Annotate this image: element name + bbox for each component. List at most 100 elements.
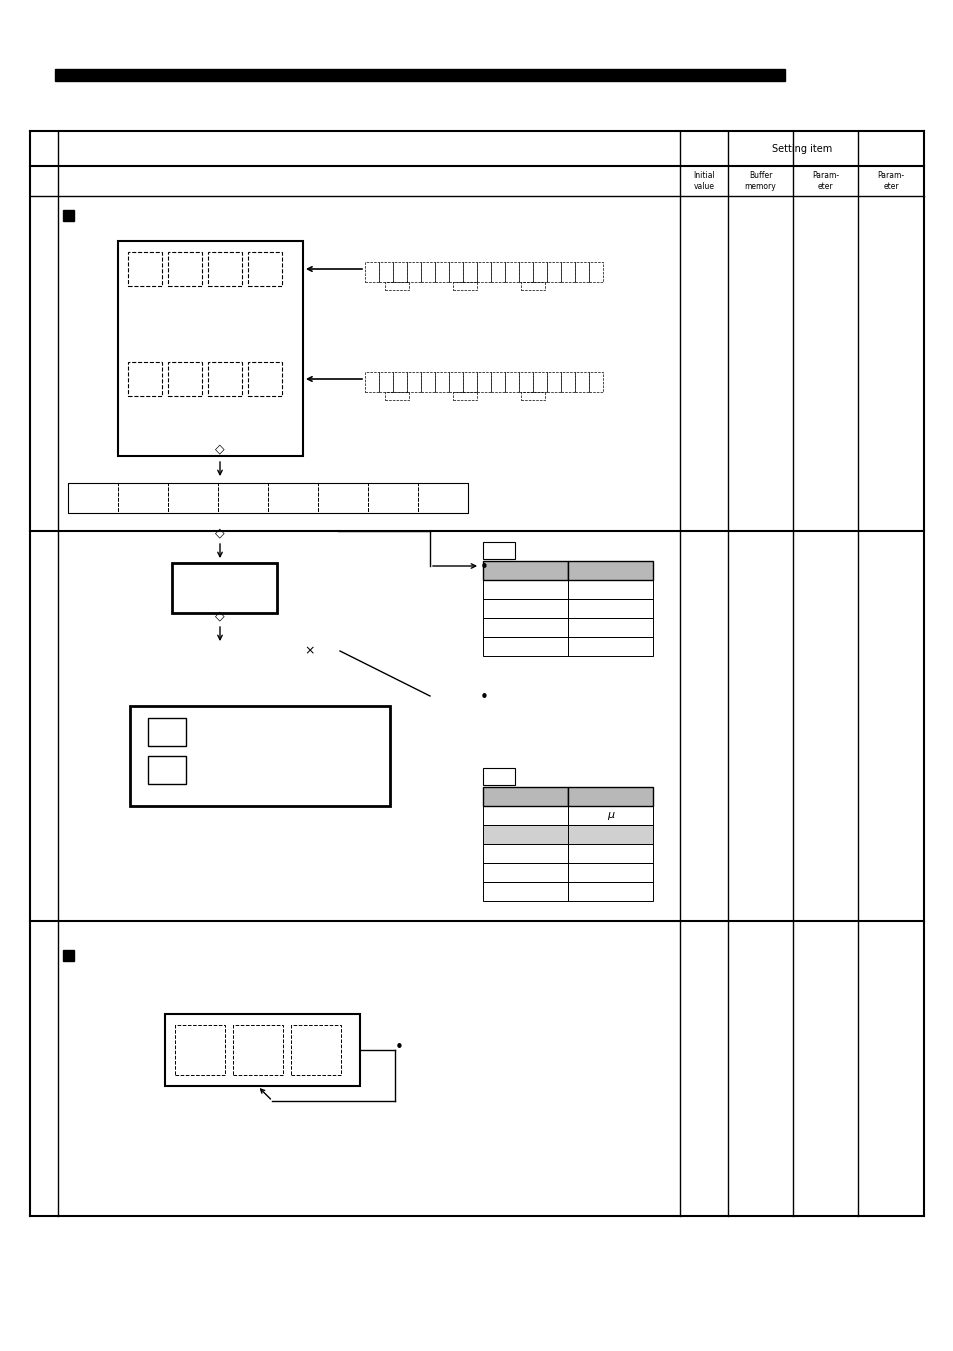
Bar xyxy=(407,262,420,282)
Text: Setting item: Setting item xyxy=(771,143,831,154)
Bar xyxy=(567,788,652,807)
Bar xyxy=(317,484,368,513)
Bar xyxy=(520,282,544,290)
Text: •: • xyxy=(395,1040,403,1055)
Text: Initial
value: Initial value xyxy=(693,172,714,190)
Bar xyxy=(482,788,567,807)
Bar xyxy=(491,372,504,392)
Bar xyxy=(68,484,118,513)
Bar xyxy=(476,372,491,392)
Bar xyxy=(55,69,784,81)
Bar xyxy=(68,484,468,513)
Bar xyxy=(520,392,544,400)
Bar xyxy=(567,882,652,901)
Bar xyxy=(453,392,476,400)
Bar xyxy=(407,372,420,392)
Bar xyxy=(233,1025,283,1075)
Bar xyxy=(588,262,602,282)
Bar xyxy=(63,950,74,961)
Bar xyxy=(218,484,268,513)
Bar xyxy=(575,262,588,282)
Bar xyxy=(128,362,162,396)
Bar xyxy=(291,1025,340,1075)
Bar xyxy=(385,392,409,400)
Bar xyxy=(567,825,652,844)
Bar xyxy=(128,253,162,286)
Text: ◇: ◇ xyxy=(215,527,225,539)
Bar xyxy=(168,484,218,513)
Bar xyxy=(482,561,567,580)
Bar xyxy=(368,484,417,513)
Bar xyxy=(165,1015,359,1086)
Bar xyxy=(248,362,282,396)
Bar xyxy=(385,282,409,290)
Bar xyxy=(393,372,407,392)
Bar xyxy=(533,262,546,282)
Text: ◇: ◇ xyxy=(215,609,225,623)
Bar xyxy=(518,262,533,282)
Bar xyxy=(378,262,393,282)
Bar xyxy=(482,767,515,785)
Bar xyxy=(482,825,567,844)
Bar xyxy=(567,580,652,598)
Bar xyxy=(168,362,202,396)
Bar xyxy=(208,253,242,286)
Text: ×: × xyxy=(304,644,314,658)
Bar xyxy=(533,372,546,392)
Text: Param-
eter: Param- eter xyxy=(877,172,903,190)
Bar xyxy=(449,372,462,392)
Bar xyxy=(560,372,575,392)
Bar xyxy=(575,372,588,392)
Bar xyxy=(462,262,476,282)
Bar xyxy=(118,484,168,513)
Bar xyxy=(148,717,186,746)
Bar xyxy=(482,882,567,901)
Bar xyxy=(420,262,435,282)
Bar xyxy=(482,617,567,638)
Bar xyxy=(168,253,202,286)
Bar xyxy=(518,372,533,392)
Bar xyxy=(462,372,476,392)
Text: •: • xyxy=(479,690,488,705)
Bar xyxy=(130,707,390,807)
Bar xyxy=(504,262,518,282)
Bar xyxy=(567,638,652,657)
Bar xyxy=(560,262,575,282)
Bar xyxy=(449,262,462,282)
Bar xyxy=(393,262,407,282)
Bar xyxy=(208,362,242,396)
Bar xyxy=(567,561,652,580)
Bar xyxy=(378,372,393,392)
Bar xyxy=(63,209,74,222)
Bar xyxy=(174,1025,225,1075)
Bar xyxy=(482,580,567,598)
Bar xyxy=(172,563,276,613)
Bar xyxy=(482,863,567,882)
Bar xyxy=(567,863,652,882)
Text: μ: μ xyxy=(606,811,614,820)
Bar xyxy=(417,484,468,513)
Bar xyxy=(567,807,652,825)
Bar xyxy=(482,844,567,863)
Bar xyxy=(588,372,602,392)
Bar xyxy=(118,240,303,457)
Text: •: • xyxy=(479,561,488,576)
Bar xyxy=(482,598,567,617)
Bar xyxy=(504,372,518,392)
Bar xyxy=(546,372,560,392)
Bar xyxy=(268,484,317,513)
Text: ◇: ◇ xyxy=(215,443,225,455)
Bar xyxy=(453,282,476,290)
Bar xyxy=(482,542,515,559)
Bar xyxy=(482,807,567,825)
Text: Param-
eter: Param- eter xyxy=(811,172,839,190)
Bar xyxy=(567,598,652,617)
Bar xyxy=(248,253,282,286)
Bar xyxy=(435,262,449,282)
Bar xyxy=(546,262,560,282)
Text: Buffer
memory: Buffer memory xyxy=(744,172,776,190)
Bar xyxy=(148,757,186,784)
Bar xyxy=(476,262,491,282)
Bar xyxy=(482,638,567,657)
Bar xyxy=(435,372,449,392)
